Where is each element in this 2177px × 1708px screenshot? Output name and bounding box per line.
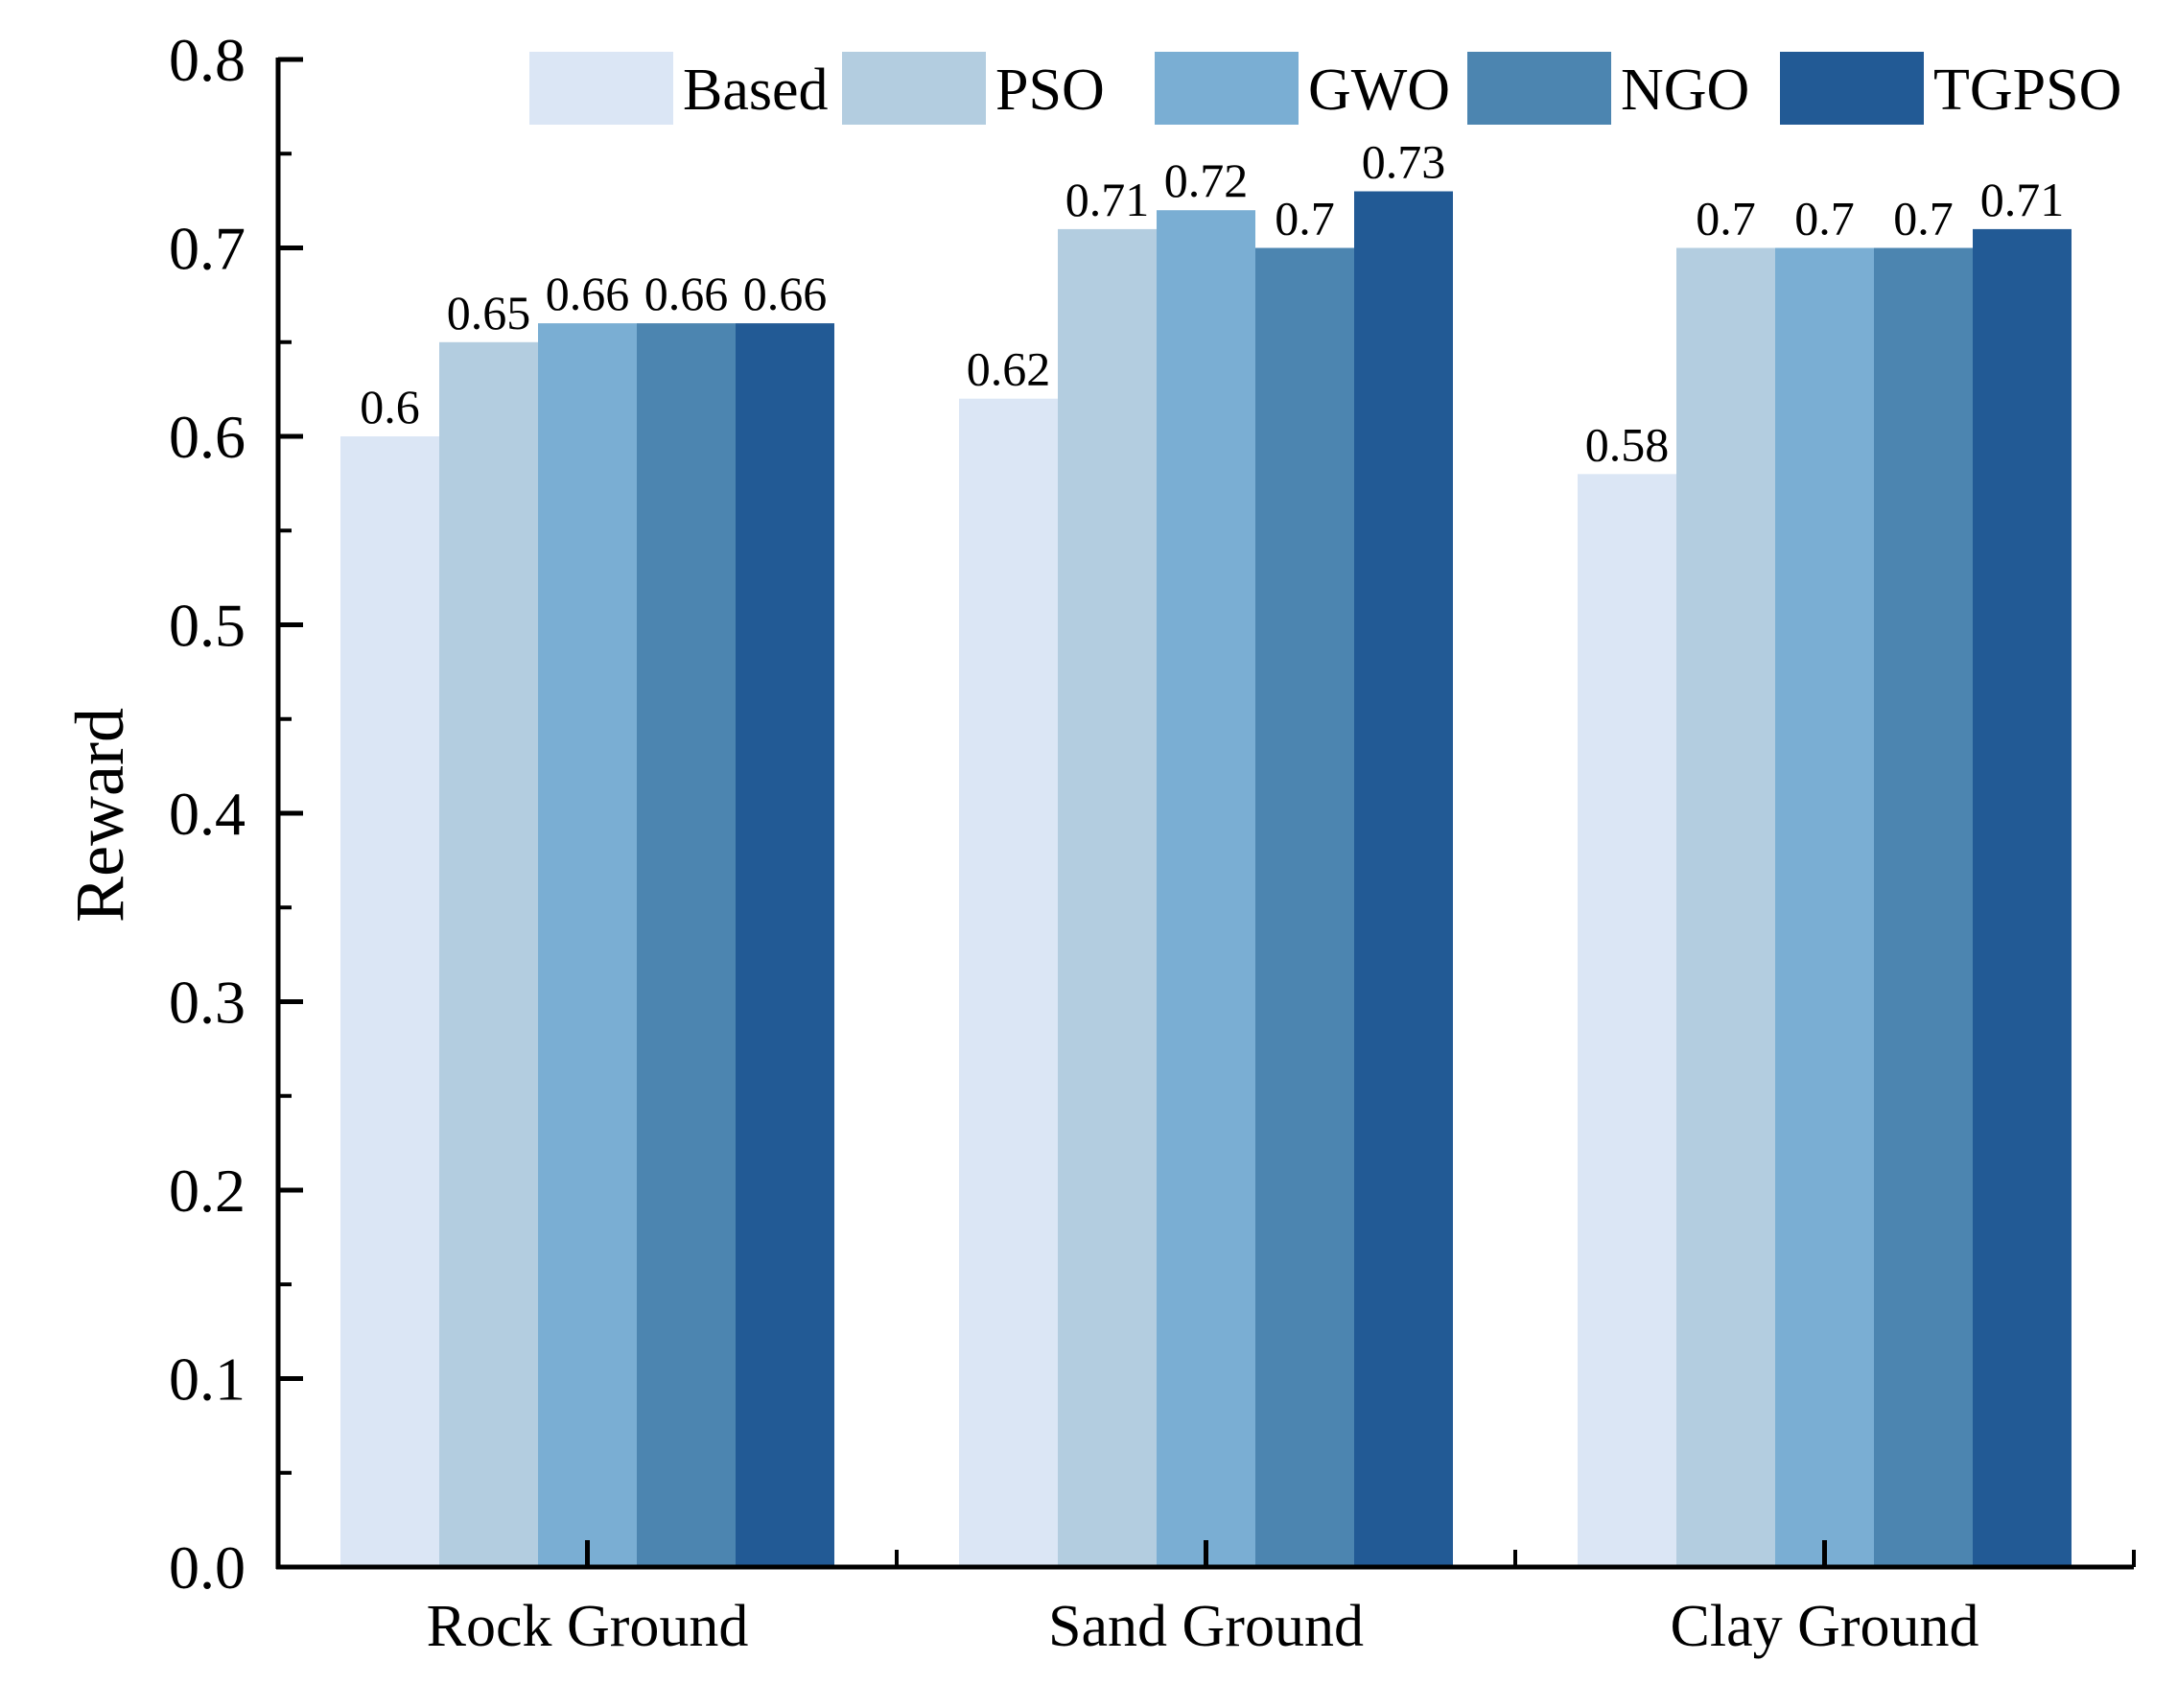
- legend-swatch-ngo: [1467, 52, 1611, 125]
- legend-swatch-based: [529, 52, 673, 125]
- legend: Based PSO GWO NGO TGPSO: [529, 52, 2121, 125]
- data-label: 0.73: [1362, 135, 1446, 189]
- y-tick-label: 0.6: [169, 403, 246, 471]
- y-tick-label: 0.4: [169, 780, 246, 848]
- data-label: 0.62: [967, 342, 1051, 396]
- bars-layer: [340, 191, 2072, 1568]
- bar-tgpso-2: [1354, 191, 1453, 1567]
- legend-label-pso: PSO: [995, 58, 1105, 123]
- x-tick-label: Rock Ground: [427, 1594, 749, 1659]
- bar-ngo-2: [1255, 247, 1354, 1567]
- bar-pso-1: [439, 341, 538, 1568]
- legend-swatch-tgpso: [1780, 52, 1924, 125]
- y-tick-label: 0.1: [169, 1345, 246, 1414]
- bar-gwo-1: [538, 323, 637, 1568]
- bar-gwo-2: [1157, 210, 1255, 1568]
- data-label: 0.65: [447, 286, 531, 339]
- legend-label-tgpso: TGPSO: [1933, 58, 2121, 123]
- data-label: 0.7: [1893, 192, 1954, 246]
- y-tick-label: 0.7: [169, 215, 246, 283]
- bar-tgpso-3: [1973, 228, 2072, 1567]
- axes-layer: [275, 57, 2136, 1570]
- data-label: 0.72: [1164, 153, 1249, 207]
- legend-label-gwo: GWO: [1308, 58, 1450, 123]
- y-tick-label: 0.5: [169, 592, 246, 660]
- labels-layer: 0.6 0.65 0.66 0.66 0.66 Rock Ground 0.62 0.71 0.…: [169, 26, 2064, 1659]
- bar-based-3: [1578, 474, 1676, 1567]
- data-label: 0.58: [1585, 417, 1670, 471]
- y-tick-label: 0.3: [169, 969, 246, 1037]
- x-tick-label: Clay Ground: [1670, 1594, 1978, 1659]
- y-tick-label: 0.8: [169, 26, 246, 94]
- data-label: 0.7: [1696, 192, 1756, 246]
- legend-swatch-pso: [842, 52, 986, 125]
- bar-based-1: [340, 436, 439, 1567]
- bar-tgpso-1: [736, 323, 834, 1568]
- bar-based-2: [959, 398, 1058, 1568]
- data-label: 0.7: [1794, 192, 1855, 246]
- bar-gwo-3: [1775, 247, 1874, 1567]
- bar-pso-2: [1058, 228, 1157, 1567]
- bar-ngo-3: [1874, 247, 1973, 1567]
- data-label: 0.66: [743, 267, 828, 320]
- legend-swatch-gwo: [1155, 52, 1299, 125]
- legend-label-based: Based: [683, 58, 829, 123]
- data-label: 0.71: [1980, 173, 2065, 226]
- bar-ngo-1: [637, 323, 736, 1568]
- bar-pso-3: [1676, 247, 1775, 1567]
- legend-label-ngo: NGO: [1621, 58, 1749, 123]
- y-tick-label: 0.0: [169, 1533, 246, 1602]
- data-label: 0.66: [546, 267, 630, 320]
- data-label: 0.7: [1275, 192, 1335, 246]
- data-label: 0.66: [644, 267, 729, 320]
- y-axis-title: Reward: [61, 708, 138, 923]
- x-tick-label: Sand Ground: [1048, 1594, 1364, 1659]
- data-label: 0.71: [1065, 173, 1150, 226]
- y-tick-label: 0.2: [169, 1157, 246, 1225]
- data-label: 0.6: [360, 380, 420, 433]
